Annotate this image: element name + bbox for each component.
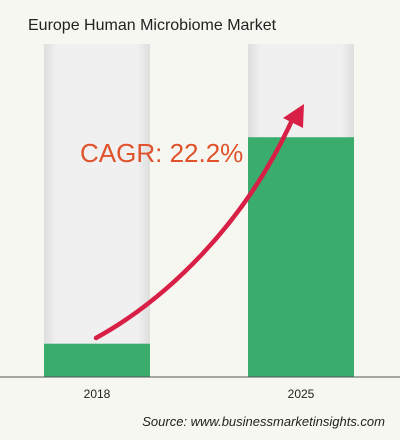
chart-title: Europe Human Microbiome Market (28, 17, 277, 34)
bars-layer (44, 44, 354, 377)
bar-2025 (248, 137, 354, 377)
bar-2018 (44, 343, 150, 377)
cagr-annotation: CAGR: 22.2% (80, 138, 243, 168)
bar-track-2018 (44, 44, 150, 377)
upward-curved-arrow-icon (93, 104, 304, 341)
x-tick-labels: 2018 2025 (84, 387, 315, 401)
source-note: Source: www.businessmarketinsights.com (142, 414, 385, 429)
x-tick-label-2025: 2025 (288, 387, 315, 401)
x-tick-label-2018: 2018 (84, 387, 111, 401)
